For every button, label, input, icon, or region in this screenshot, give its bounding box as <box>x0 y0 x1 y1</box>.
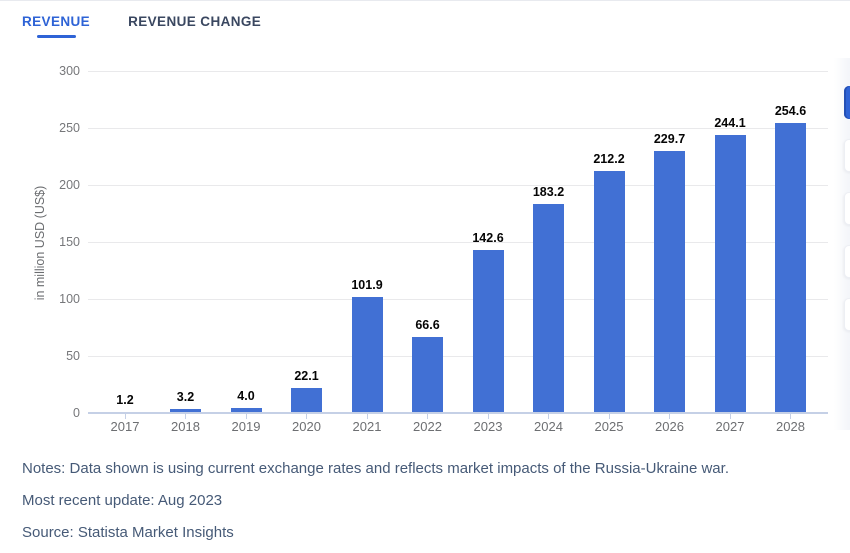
y-axis-tick-label: 200 <box>59 178 80 192</box>
chart-update-date: Most recent update: Aug 2023 <box>22 492 223 509</box>
x-axis-tick-label: 2022 <box>413 419 442 434</box>
x-axis-tick <box>487 413 489 419</box>
active-tab-underline <box>36 35 76 38</box>
bar-2021[interactable] <box>351 296 383 413</box>
x-axis-tick <box>548 413 549 419</box>
bar-2018[interactable] <box>170 409 201 413</box>
gridline <box>88 185 828 186</box>
gridline <box>88 356 828 357</box>
bar-value-label: 244.1 <box>714 115 746 130</box>
bar-value-label: 212.2 <box>593 152 625 167</box>
tab-revenue-label: REVENUE <box>22 14 91 29</box>
x-axis-tick-label: 2026 <box>655 419 684 434</box>
bar-value-label: 22.1 <box>294 368 319 383</box>
x-axis-tick <box>427 413 428 419</box>
x-axis-tick <box>790 413 791 419</box>
x-axis-tick <box>185 413 186 419</box>
tab-revenue-change[interactable]: REVENUE CHANGE <box>128 1 261 47</box>
y-axis-tick-label: 100 <box>59 292 80 306</box>
y-axis-tick-label: 150 <box>59 235 80 249</box>
bar-value-label: 3.2 <box>176 390 195 405</box>
y-axis-tick-label: 50 <box>66 349 80 363</box>
x-axis-tick <box>608 413 610 419</box>
chart-notes: Notes: Data shown is using current excha… <box>22 460 729 477</box>
side-toolbar-button[interactable] <box>844 298 850 331</box>
side-toolbar-primary-button[interactable] <box>844 86 850 119</box>
tab-revenue-change-label: REVENUE CHANGE <box>128 14 262 29</box>
x-axis-tick <box>366 413 368 419</box>
x-axis-tick-label: 2017 <box>110 419 140 434</box>
x-axis-tick <box>245 413 247 419</box>
bar-2023[interactable] <box>472 250 504 413</box>
bar-value-label: 254.6 <box>774 103 807 118</box>
x-axis-tick-label: 2019 <box>231 419 261 434</box>
gridline <box>88 299 828 300</box>
x-axis-tick <box>669 413 670 419</box>
side-toolbar-button[interactable] <box>844 192 850 225</box>
bar-2026[interactable] <box>654 151 685 413</box>
tab-bar: REVENUE REVENUE CHANGE <box>0 1 850 47</box>
gridline <box>88 128 828 129</box>
bar-value-label: 142.6 <box>472 231 504 246</box>
x-axis-tick-label: 2027 <box>715 419 745 434</box>
bar-value-label: 1.2 <box>116 392 134 407</box>
x-axis-tick-label: 2028 <box>776 419 805 434</box>
bar-value-label: 229.7 <box>653 132 686 147</box>
bar-2028[interactable] <box>775 122 806 413</box>
x-axis-tick-label: 2021 <box>352 419 382 434</box>
bar-2020[interactable] <box>291 387 322 413</box>
side-toolbar-button[interactable] <box>844 245 850 278</box>
bar-2025[interactable] <box>593 171 625 413</box>
bar-2027[interactable] <box>714 134 746 413</box>
y-axis-tick-label: 250 <box>59 121 80 135</box>
bar-value-label: 183.2 <box>532 185 565 200</box>
gridline <box>88 71 828 72</box>
bar-value-label: 66.6 <box>415 318 440 333</box>
x-axis-tick <box>729 413 731 419</box>
bar-value-label: 4.0 <box>237 389 255 404</box>
bar-2024[interactable] <box>533 204 564 413</box>
y-axis-tick-label: 300 <box>59 64 80 78</box>
y-axis-tick-label: 0 <box>73 406 80 420</box>
bar-2022[interactable] <box>412 337 443 413</box>
gridline <box>88 242 828 243</box>
x-axis-tick-label: 2018 <box>171 419 200 434</box>
x-axis-tick-label: 2023 <box>473 419 503 434</box>
x-axis-tick-label: 2025 <box>594 419 624 434</box>
bar-2019[interactable] <box>230 408 262 413</box>
x-axis-tick-label: 2020 <box>292 419 321 434</box>
top-divider <box>0 0 850 1</box>
x-axis-tick-label: 2024 <box>534 419 563 434</box>
x-axis-baseline <box>88 412 828 414</box>
bar-value-label: 101.9 <box>351 277 383 292</box>
x-axis-tick <box>124 413 126 419</box>
side-toolbar-button[interactable] <box>844 139 850 172</box>
chart-source: Source: Statista Market Insights <box>22 524 234 541</box>
x-axis-tick <box>306 413 307 419</box>
tab-revenue[interactable]: REVENUE <box>22 1 90 47</box>
